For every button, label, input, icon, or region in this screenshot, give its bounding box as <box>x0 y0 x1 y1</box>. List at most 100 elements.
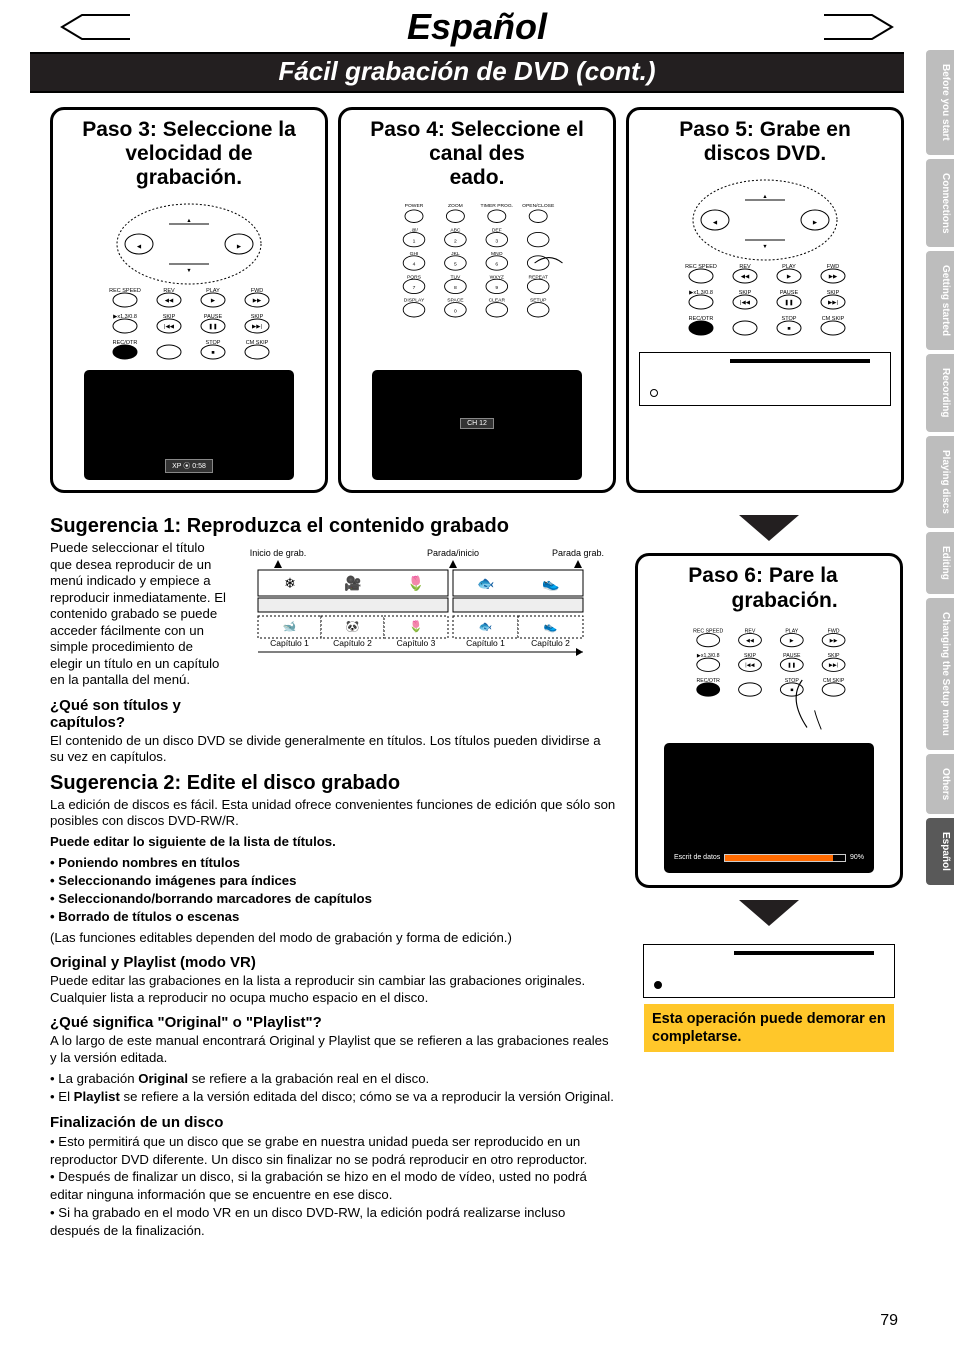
svg-text:👟: 👟 <box>542 575 560 592</box>
svg-text:5: 5 <box>454 262 457 268</box>
svg-text:❚❚: ❚❚ <box>787 662 796 668</box>
svg-text:🐼: 🐼 <box>346 620 360 633</box>
side-tab[interactable]: Connections <box>926 159 954 248</box>
svg-text:ZOOM: ZOOM <box>448 204 463 210</box>
svg-text:7: 7 <box>413 286 416 292</box>
arrow-right-icon <box>824 12 894 42</box>
q2-body: A lo largo de este manual encontrará Ori… <box>50 1033 618 1066</box>
svg-text:🌷: 🌷 <box>409 620 423 633</box>
svg-text:▶▶: ▶▶ <box>830 638 838 644</box>
sug2-list: Poniendo nombres en títulosSeleccionando… <box>50 854 618 925</box>
list-item: Si ha grabado en el modo VR en un disco … <box>50 1204 618 1240</box>
svg-text:■: ■ <box>790 687 793 693</box>
step5-title: Paso 5: Grabe en discos DVD. <box>679 118 851 166</box>
sug2-listtitle: Puede editar lo siguiente de la lista de… <box>50 834 618 851</box>
side-tab[interactable]: Getting started <box>926 251 954 350</box>
list-item: Seleccionando/borrando marcadores de cap… <box>50 890 618 908</box>
sug1-body: Puede seleccionar el título que desea re… <box>50 540 228 689</box>
sug2-heading: Sugerencia 2: Edite el disco grabado <box>50 772 618 795</box>
dvd-player-icon <box>639 352 891 406</box>
step6-title: Paso 6: Pare la grabación. <box>688 564 849 612</box>
progress-label: Escrit de datos <box>674 854 720 861</box>
sug1-q: ¿Qué son títulos y capítulos? <box>50 697 228 731</box>
step4-title: Paso 4: Seleccione el canal des eado. <box>370 118 584 190</box>
side-tab[interactable]: Before you start <box>926 50 954 155</box>
side-tab[interactable]: Recording <box>926 354 954 431</box>
svg-text:▶▶|: ▶▶| <box>828 300 838 306</box>
svg-text:■: ■ <box>787 326 790 332</box>
q2-heading: ¿Qué significa "Original" o "Playlist"? <box>50 1014 618 1031</box>
list-item: Seleccionando imágenes para índices <box>50 872 618 890</box>
svg-text:🐟: 🐟 <box>479 621 493 633</box>
svg-text:🐋: 🐋 <box>283 620 297 633</box>
svg-text:▶: ▶ <box>790 638 794 644</box>
q2-b2: El Playlist se refiere a la versión edit… <box>50 1088 618 1106</box>
svg-text:Capítulo 2: Capítulo 2 <box>333 638 372 648</box>
sug2-intro: La edición de discos es fácil. Esta unid… <box>50 797 618 830</box>
svg-text:6: 6 <box>495 262 498 268</box>
orig-body: Puede editar las grabaciones en la lista… <box>50 973 618 1006</box>
warning-box: Esta operación puede demorar en completa… <box>644 1004 894 1052</box>
svg-text:1: 1 <box>413 239 416 245</box>
keypad: POWERZOOMTIMER PROG.OPEN/CLOSE.@/1ABC2DE… <box>387 200 567 344</box>
progress-bar <box>724 854 846 862</box>
svg-text:▼: ▼ <box>762 244 767 250</box>
list-item: Borrado de títulos o escenas <box>50 908 618 926</box>
side-tab[interactable]: Editing <box>926 532 954 594</box>
svg-text:Parada/inicio: Parada/inicio <box>427 548 479 558</box>
remote-dpad-2: ◀ ▶ ▲ ▼ REC SPEEDREV◀◀PLAY▶FWD▶▶▶x1.3/0.… <box>665 176 865 346</box>
list-item: Poniendo nombres en títulos <box>50 854 618 872</box>
svg-text:8: 8 <box>454 286 457 292</box>
svg-text:▶▶: ▶▶ <box>829 274 838 280</box>
step3-box: Paso 3: Seleccione la velocidad de graba… <box>50 107 328 493</box>
final-list: Esto permitirá que un disco que se grabe… <box>50 1133 618 1240</box>
step3-badge: XP ⦿ 0:58 <box>165 459 213 473</box>
svg-text:|◀◀: |◀◀ <box>740 300 751 306</box>
svg-text:Capítulo 1: Capítulo 1 <box>270 638 309 648</box>
q2-b1: La grabación Original se refiere a la gr… <box>50 1070 618 1088</box>
arrow-left-icon <box>60 12 130 42</box>
progress-pct: 90% <box>850 854 864 861</box>
page-number: 79 <box>880 1312 898 1330</box>
orig-heading: Original y Playlist (modo VR) <box>50 954 618 971</box>
svg-text:0: 0 <box>454 309 457 315</box>
svg-text:🎥: 🎥 <box>344 575 361 592</box>
svg-text:3: 3 <box>495 239 498 245</box>
step4-ch: CH 12 <box>460 418 494 429</box>
svg-text:👟: 👟 <box>544 621 558 633</box>
svg-text:◀◀: ◀◀ <box>741 274 750 280</box>
side-tabs: Before you start Connections Getting start… <box>926 50 954 885</box>
dvd-player-icon-2 <box>643 944 895 998</box>
sug1-heading: Sugerencia 1: Reproduzca el contenido gr… <box>50 515 618 538</box>
svg-text:🌷: 🌷 <box>407 575 424 592</box>
side-tab[interactable]: Others <box>926 754 954 814</box>
svg-text:|◀◀: |◀◀ <box>164 324 175 330</box>
chapter-diagram: Inicio de grab.Parada/inicioParada grab.… <box>238 546 618 727</box>
svg-text:4: 4 <box>413 262 416 268</box>
sug2-listnote: (Las funciones editables dependen del mo… <box>50 930 618 947</box>
svg-text:🐟: 🐟 <box>477 575 494 591</box>
list-item: Esto permitirá que un disco que se grabe… <box>50 1133 618 1169</box>
svg-text:❚❚: ❚❚ <box>208 323 217 330</box>
side-tab[interactable]: Playing discs <box>926 436 954 528</box>
page-title: Español <box>140 6 814 48</box>
svg-text:◀◀: ◀◀ <box>165 298 174 304</box>
svg-text:POWER: POWER <box>405 204 424 210</box>
steps-row: Paso 3: Seleccione la velocidad de graba… <box>0 93 954 503</box>
svg-text:Inicio de grab.: Inicio de grab. <box>250 548 307 558</box>
step6-remote: REC SPEEDREV◀◀PLAY▶FWD▶▶▶x1.3/0.8SKIP|◀◀… <box>674 623 864 737</box>
svg-text:|◀◀: |◀◀ <box>745 662 754 668</box>
side-tab[interactable]: Changing the Setup menu <box>926 598 954 750</box>
side-tab[interactable]: Español <box>926 818 954 885</box>
svg-text:Capítulo 3: Capítulo 3 <box>397 638 436 648</box>
svg-text:▲: ▲ <box>762 194 767 200</box>
left-column: Sugerencia 1: Reproduzca el contenido gr… <box>50 509 618 1243</box>
arrow-down-icon <box>739 515 799 541</box>
right-column: Paso 6: Pare la grabación. REC SPEEDREV◀… <box>634 509 904 1243</box>
svg-text:▶▶: ▶▶ <box>253 298 262 304</box>
step4-screen: CH 12 <box>372 370 582 480</box>
step3-screen: XP ⦿ 0:58 <box>84 370 294 480</box>
q2-bullets: La grabación Original se refiere a la gr… <box>50 1070 618 1106</box>
step6-screen: Escrit de datos 90% <box>664 743 874 873</box>
remote-dpad: ◀ ▶ ▲ ▼ REC SPEEDREV◀◀PLAY▶FWD▶▶▶x1.3/0.… <box>89 200 289 370</box>
